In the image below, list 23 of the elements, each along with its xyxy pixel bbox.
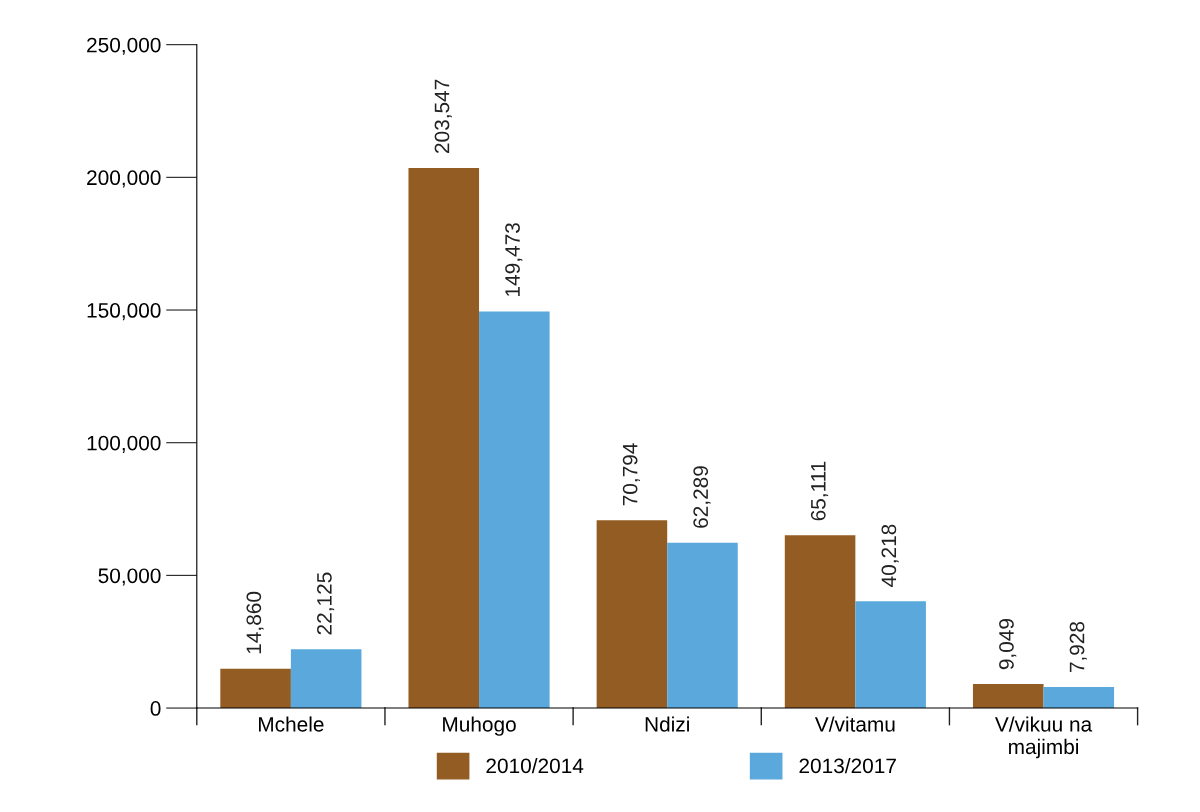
legend-label: 2010/2014 [486,757,584,774]
x-tick-label: V/vikuu na majimbi [994,716,1093,759]
x-tick-label: Muhogo [443,716,516,736]
y-tick-label: 100,000 [87,435,161,453]
data-label: 149,473 [505,223,523,296]
x-tick-label: Mchele [259,716,324,732]
x-tick-label: Ndizi [645,716,689,732]
data-label: 203,547 [434,79,452,153]
y-tick-label: 0 [150,701,161,716]
data-label: 9,049 [999,619,1017,670]
data-label: 40,218 [881,524,899,587]
y-tick-label: 250,000 [87,37,161,55]
data-label: 70,794 [622,443,640,506]
x-tick-label: V/vitamu [814,716,895,732]
data-label: 22,125 [317,572,335,635]
data-label: 62,289 [693,466,711,528]
y-tick-label: 50,000 [98,568,161,586]
y-tick-label: 150,000 [87,303,161,321]
data-label: 7,928 [1069,621,1087,673]
y-tick-label: 200,000 [87,170,161,188]
legend-label: 2013/2017 [799,757,896,774]
data-label: 14,860 [246,591,264,654]
data-label: 65,111 [810,461,829,521]
